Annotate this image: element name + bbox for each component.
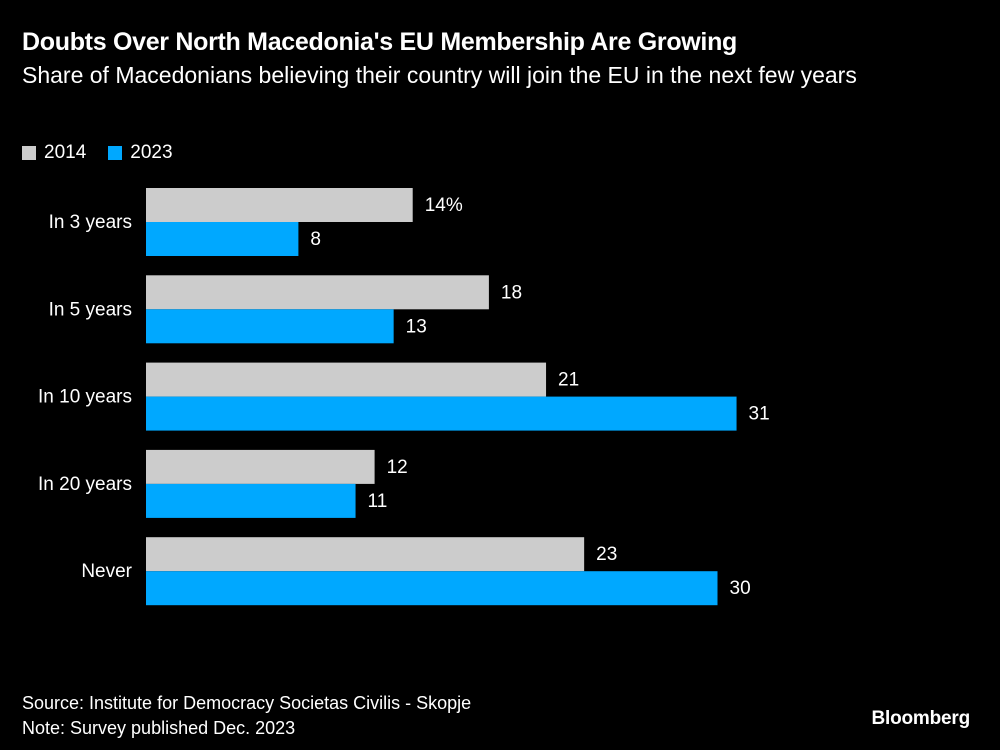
data-label-2023-in-20-years: 11 [368, 491, 388, 512]
category-label-never: Never [81, 561, 132, 582]
legend: 2014 2023 [22, 141, 195, 165]
bloomberg-logo: Bloomberg [871, 708, 971, 729]
bar-2023-in-5-years [146, 309, 394, 344]
bar-2023-in-20-years [146, 483, 356, 518]
bar-2023-in-10-years [146, 396, 737, 431]
category-label-in-10-years: In 10 years [38, 387, 132, 408]
chart-title: Doubts Over North Macedonia's EU Members… [22, 28, 738, 56]
bar-2014-in-3-years [146, 188, 413, 222]
legend-item-2014: 2014 [22, 142, 86, 164]
legend-label-2023: 2023 [130, 142, 173, 163]
bar-2023-in-3-years [146, 222, 299, 256]
legend-swatch-2023 [108, 146, 123, 160]
data-label-2014-never: 23 [596, 544, 617, 565]
data-label-2014-in-10-years: 21 [558, 370, 579, 391]
data-label-2023-in-10-years: 31 [749, 404, 770, 425]
data-label-2023-in-5-years: 13 [406, 316, 427, 337]
source-note: Source: Institute for Democracy Societas… [22, 693, 472, 713]
legend-label-2014: 2014 [44, 142, 87, 163]
data-label-2014-in-20-years: 12 [387, 457, 408, 478]
data-label-2023-in-3-years: 8 [310, 229, 321, 250]
legend-swatch-2014 [22, 146, 36, 160]
data-label-2014-in-3-years: 14% [425, 195, 463, 216]
survey-note: Note: Survey published Dec. 2023 [22, 718, 296, 738]
data-label-2023-never: 30 [730, 578, 751, 599]
category-label-in-3-years: In 3 years [49, 212, 132, 233]
bar-2014-never [146, 537, 585, 572]
bar-2014-in-5-years [146, 275, 489, 310]
bar-2014-in-10-years [146, 362, 547, 397]
category-label-in-20-years: In 20 years [38, 474, 132, 495]
data-label-2014-in-5-years: 18 [501, 282, 522, 303]
bar-2014-in-20-years [146, 449, 375, 484]
chart-subtitle: Share of Macedonians believing their cou… [22, 62, 857, 88]
legend-item-2023: 2023 [108, 142, 173, 164]
footer: Source: Institute for Democracy Societas… [22, 691, 471, 741]
bar-chart: In 3 years 14% 8 In 5 years 18 13 In 10 years 2… [38, 188, 770, 606]
bar-2023-never [146, 571, 718, 606]
category-label-in-5-years: In 5 years [49, 299, 132, 320]
